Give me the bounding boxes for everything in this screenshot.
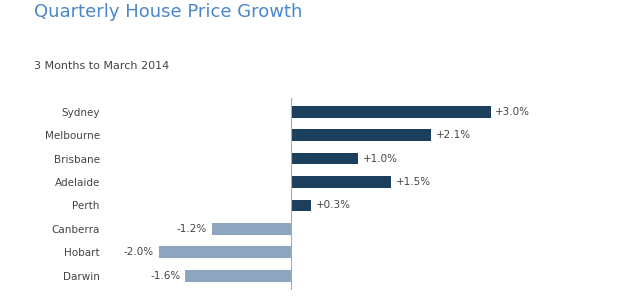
Bar bbox=[291, 176, 391, 188]
Text: -1.2%: -1.2% bbox=[177, 224, 207, 234]
Text: -2.0%: -2.0% bbox=[124, 247, 154, 257]
Text: +3.0%: +3.0% bbox=[495, 107, 530, 117]
Bar bbox=[291, 199, 311, 211]
Text: +1.0%: +1.0% bbox=[363, 153, 397, 163]
Bar bbox=[291, 106, 490, 117]
Text: +1.5%: +1.5% bbox=[396, 177, 431, 187]
Bar bbox=[185, 270, 291, 282]
Bar bbox=[291, 129, 431, 141]
Text: 3 Months to March 2014: 3 Months to March 2014 bbox=[34, 61, 169, 71]
Bar bbox=[291, 153, 358, 164]
Text: Quarterly House Price Growth: Quarterly House Price Growth bbox=[34, 3, 303, 21]
Text: +2.1%: +2.1% bbox=[435, 130, 471, 140]
Bar bbox=[159, 246, 291, 258]
Bar bbox=[211, 223, 291, 235]
Text: -1.6%: -1.6% bbox=[150, 271, 180, 281]
Text: +0.3%: +0.3% bbox=[316, 200, 351, 210]
